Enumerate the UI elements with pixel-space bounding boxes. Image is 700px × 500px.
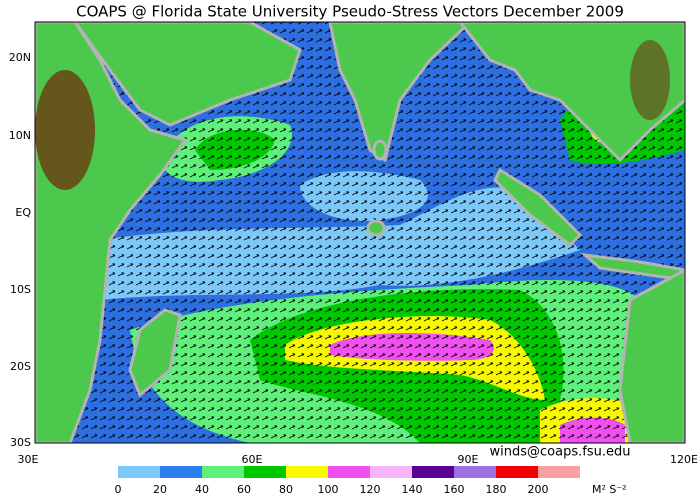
colorbar-swatch xyxy=(412,466,454,478)
y-axis-label: EQ xyxy=(15,206,31,219)
x-axis-label: 90E xyxy=(458,453,479,466)
colorbar-label: 60 xyxy=(237,483,251,496)
colorbar-label: 200 xyxy=(528,483,549,496)
colorbar-label: 40 xyxy=(195,483,209,496)
colorbar-label: 180 xyxy=(486,483,507,496)
colorbar-swatch xyxy=(328,466,370,478)
colorbar-swatch xyxy=(244,466,286,478)
colorbar-unit: M² S⁻² xyxy=(592,483,627,496)
x-axis-label: 60E xyxy=(242,453,263,466)
colorbar-label: 0 xyxy=(115,483,122,496)
credit: winds@coaps.fsu.edu xyxy=(490,445,631,460)
highland xyxy=(630,40,670,120)
colorbar: 0 20 40 60 80 100 120 140 160 180 200 xyxy=(115,466,580,496)
y-axis-label: 20S xyxy=(10,360,31,373)
map xyxy=(35,22,685,443)
colorbar-label: 160 xyxy=(444,483,465,496)
x-axis-label: 30E xyxy=(18,453,39,466)
x-axis-label: 120E xyxy=(670,453,698,466)
colorbar-swatch xyxy=(454,466,496,478)
highland xyxy=(35,70,95,190)
colorbar-label: 140 xyxy=(402,483,423,496)
colorbar-label: 20 xyxy=(153,483,167,496)
colorbar-swatch xyxy=(370,466,412,478)
map-title: COAPS @ Florida State University Pseudo-… xyxy=(76,3,624,21)
colorbar-swatch xyxy=(118,466,160,478)
y-axis-label: 10N xyxy=(9,129,31,142)
colorbar-label: 100 xyxy=(318,483,339,496)
colorbar-swatch xyxy=(160,466,202,478)
y-axis-label: 10S xyxy=(10,283,31,296)
map-frame xyxy=(34,21,686,444)
colorbar-swatch xyxy=(202,466,244,478)
colorbar-swatch xyxy=(538,466,580,478)
y-axis-label: 30S xyxy=(10,436,31,449)
colorbar-label: 120 xyxy=(360,483,381,496)
colorbar-label: 80 xyxy=(279,483,293,496)
y-axis-label: 20N xyxy=(9,51,31,64)
colorbar-swatch xyxy=(496,466,538,478)
colorbar-swatch xyxy=(286,466,328,478)
